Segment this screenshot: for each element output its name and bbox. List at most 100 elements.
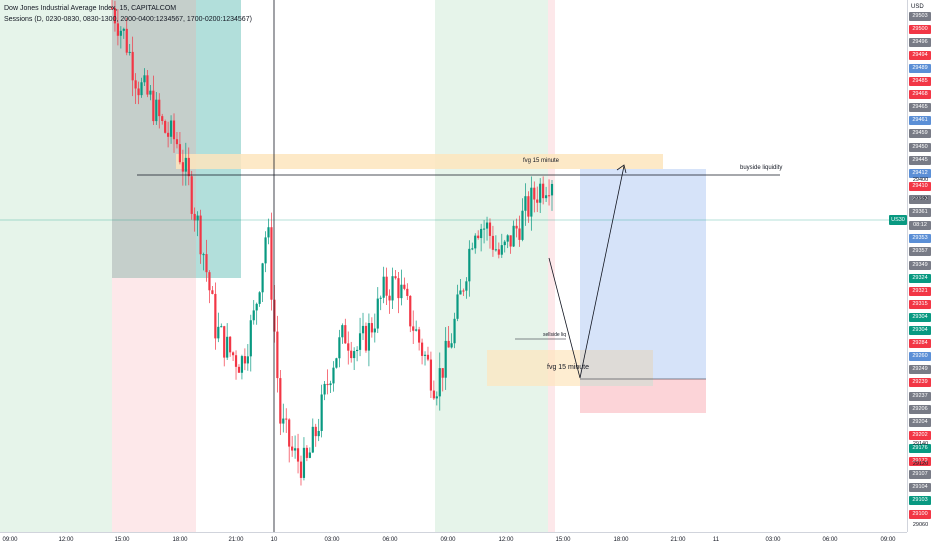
candle-body bbox=[527, 196, 530, 217]
candle-body bbox=[149, 90, 152, 95]
session-band bbox=[112, 0, 196, 278]
candle-body bbox=[152, 90, 155, 122]
candle-body bbox=[358, 333, 362, 350]
price-label: 29321 bbox=[909, 286, 931, 296]
candle-body bbox=[341, 325, 344, 338]
candle-body bbox=[415, 329, 418, 331]
candle-body bbox=[137, 88, 140, 96]
candle-body bbox=[361, 325, 365, 334]
candle-body bbox=[482, 228, 486, 230]
candle-body bbox=[394, 276, 397, 279]
candle-body bbox=[305, 447, 308, 458]
candle-body bbox=[175, 139, 179, 145]
price-tick: 29400 bbox=[912, 177, 929, 183]
candle-body bbox=[181, 162, 184, 172]
time-tick: 21:00 bbox=[228, 537, 244, 543]
price-label: 29445 bbox=[909, 155, 931, 165]
candle-body bbox=[285, 418, 288, 420]
candle-body bbox=[229, 336, 232, 353]
price-label: 29284 bbox=[909, 339, 931, 349]
price-label: 29239 bbox=[909, 378, 931, 388]
price-tick: 29060 bbox=[912, 522, 929, 528]
candle-body bbox=[184, 157, 187, 172]
candle-body bbox=[509, 235, 512, 247]
price-label: 29107 bbox=[909, 470, 931, 480]
price-label: 29468 bbox=[909, 90, 931, 100]
candle-body bbox=[202, 254, 205, 256]
time-tick: 15:00 bbox=[555, 537, 571, 543]
price-label: 29103 bbox=[909, 496, 931, 506]
candle-body bbox=[237, 366, 241, 373]
candle-body bbox=[217, 326, 220, 339]
candle-body bbox=[429, 359, 433, 391]
price-axis[interactable]: USD 29503 29500 29496 29494 29489 29485 29468 2… bbox=[907, 0, 932, 532]
time-axis[interactable]: 09:00 12:00 15:00 18:00 21:00 10 03:00 0… bbox=[0, 532, 907, 550]
chart-title: Dow Jones Industrial Average Index, 15, … bbox=[4, 5, 177, 12]
price-label: 29496 bbox=[909, 37, 931, 47]
candle-body bbox=[412, 326, 415, 331]
candle-body bbox=[255, 303, 258, 311]
price-label: 29412 bbox=[909, 168, 931, 178]
time-tick: 12:00 bbox=[498, 537, 514, 543]
candle-body bbox=[326, 383, 329, 386]
candle-body bbox=[164, 121, 167, 133]
candle-body bbox=[373, 328, 376, 333]
candle-body bbox=[353, 351, 356, 359]
session-band bbox=[435, 0, 555, 532]
candle-body bbox=[438, 368, 441, 397]
candle-body bbox=[480, 228, 483, 239]
price-label: 29494 bbox=[909, 50, 931, 60]
price-label: 29324 bbox=[909, 273, 931, 283]
candle-body bbox=[220, 326, 223, 328]
price-label: 29485 bbox=[909, 77, 931, 87]
candle-body bbox=[116, 23, 120, 36]
candle-body bbox=[468, 248, 471, 282]
candle-body bbox=[418, 329, 421, 343]
candle-body bbox=[279, 378, 282, 424]
price-label: 29450 bbox=[909, 142, 931, 152]
time-tick: 21:00 bbox=[670, 537, 686, 543]
sellside-liquidity-label: sellside liq bbox=[543, 332, 567, 338]
price-label: 29357 bbox=[909, 247, 931, 257]
candle-body bbox=[420, 342, 424, 356]
candle-body bbox=[122, 28, 125, 31]
candle-body bbox=[190, 176, 193, 214]
candle-body bbox=[391, 276, 394, 301]
chart-canvas[interactable] bbox=[0, 0, 907, 532]
session-band bbox=[548, 0, 555, 532]
chart-area[interactable]: Dow Jones Industrial Average Index, 15, … bbox=[0, 0, 907, 532]
candle-body bbox=[550, 183, 554, 196]
candle-body bbox=[518, 228, 521, 240]
price-label: 29489 bbox=[909, 63, 931, 73]
candle-body bbox=[134, 80, 137, 89]
candle-body bbox=[432, 390, 435, 399]
candle-body bbox=[459, 290, 462, 295]
price-label: 29206 bbox=[909, 404, 931, 414]
price-tick: 29140 bbox=[912, 441, 929, 447]
price-label: 29465 bbox=[909, 103, 931, 113]
candle-body bbox=[211, 290, 214, 294]
sessions-indicator-label[interactable]: Sessions (D, 0230-0830, 0830-1300, 2000-… bbox=[4, 16, 252, 23]
candle-body bbox=[462, 290, 465, 292]
candle-body bbox=[406, 288, 409, 296]
candle-body bbox=[453, 318, 456, 344]
candle-body bbox=[161, 116, 164, 122]
candle-body bbox=[264, 237, 267, 264]
candle-body bbox=[456, 294, 459, 319]
candle-body bbox=[317, 430, 320, 437]
candle-body bbox=[267, 227, 270, 238]
candle-body bbox=[477, 235, 480, 239]
candle-body bbox=[488, 222, 492, 236]
fvg-bottom-label: fvg 15 minute bbox=[547, 364, 590, 371]
candle-body bbox=[291, 446, 294, 451]
candle-body bbox=[494, 249, 497, 251]
time-tick: 15:00 bbox=[114, 537, 130, 543]
candle-body bbox=[542, 183, 545, 199]
candle-body bbox=[110, 7, 114, 9]
candle-body bbox=[382, 276, 385, 298]
price-label: 29503 bbox=[909, 11, 931, 21]
candle-body bbox=[385, 276, 388, 296]
candle-body bbox=[226, 336, 229, 358]
time-tick: 11 bbox=[712, 537, 720, 543]
candle-body bbox=[485, 222, 489, 229]
